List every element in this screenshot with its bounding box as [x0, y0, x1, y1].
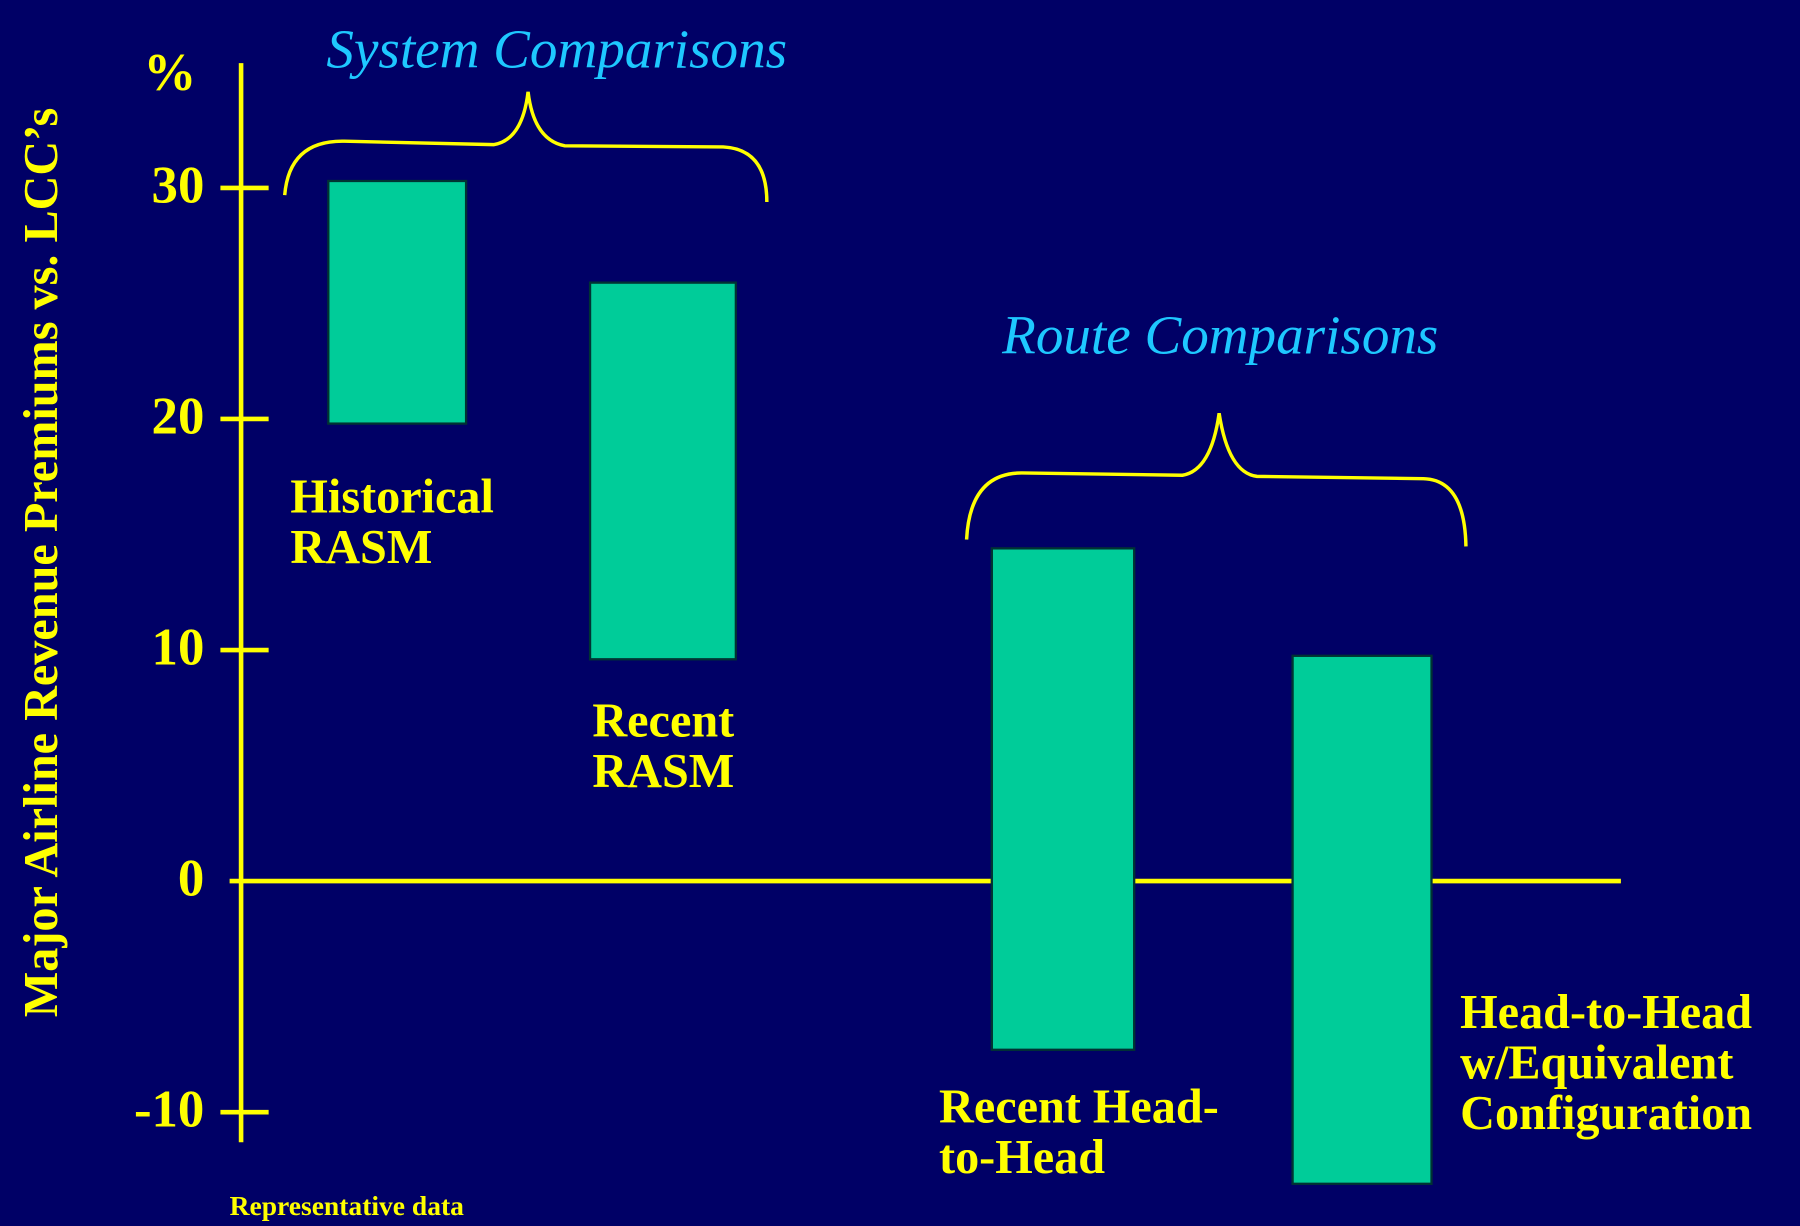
bar — [327, 179, 468, 425]
annotation: System Comparisons — [326, 19, 787, 80]
bar — [588, 281, 737, 661]
brace — [964, 412, 1468, 547]
y-tick-label: 0 — [178, 850, 204, 908]
y-tick-label: 20 — [152, 387, 205, 445]
category-label: Historical — [290, 471, 493, 524]
y-axis-label: Major Airline Revenue Premiums vs. LCC’s — [15, 108, 68, 1018]
category-label: Recent — [592, 695, 734, 748]
category-label: w/Equivalent — [1460, 1037, 1733, 1090]
category-label: Recent Head- — [939, 1080, 1219, 1133]
annotation: Route Comparisons — [1001, 305, 1438, 366]
y-unit: % — [144, 44, 197, 102]
category-label: Configuration — [1460, 1087, 1752, 1140]
y-tick-label: 30 — [152, 156, 205, 214]
category-label: RASM — [290, 521, 432, 574]
category-label: to-Head — [939, 1131, 1105, 1184]
y-tick-label: 10 — [152, 618, 205, 676]
note: Representative data — [230, 1190, 465, 1221]
category-label: RASM — [592, 745, 734, 798]
category-label: Head-to-Head — [1460, 986, 1752, 1039]
bar — [1291, 654, 1433, 1185]
y-tick-label: -10 — [134, 1081, 204, 1139]
brace — [282, 91, 769, 203]
bar — [990, 547, 1136, 1051]
